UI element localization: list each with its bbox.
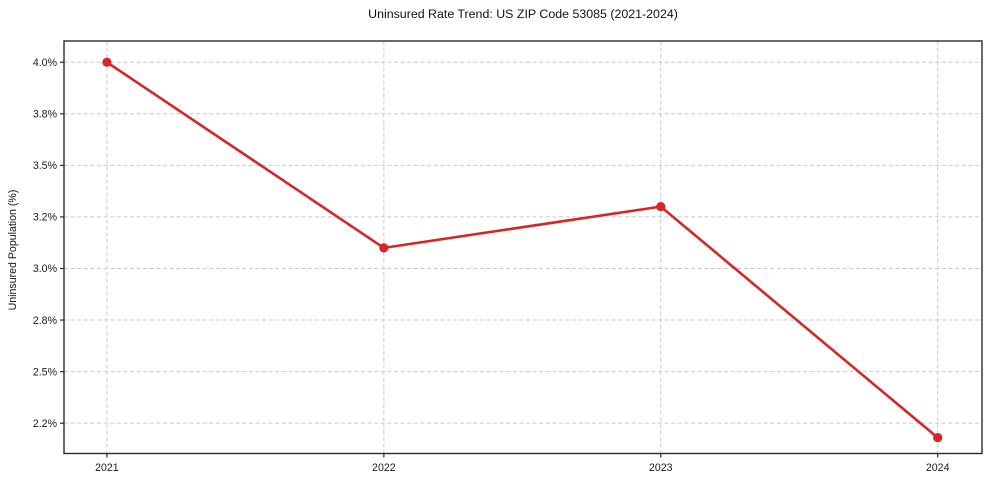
y-tick-label: 3.0%: [33, 263, 58, 275]
data-point-marker: [656, 202, 666, 212]
chart-title: Uninsured Rate Trend: US ZIP Code 53085 …: [368, 7, 678, 21]
y-tick-label: 3.8%: [33, 109, 58, 121]
y-tick-label: 2.8%: [33, 315, 58, 327]
data-point-marker: [379, 243, 389, 253]
x-tick-label: 2024: [926, 462, 950, 474]
trend-line: [105, 60, 939, 439]
y-tick-label: 4.0%: [33, 57, 58, 69]
data-point-marker: [102, 57, 112, 67]
y-tick-label: 3.5%: [33, 160, 58, 172]
x-tick-label: 2021: [95, 462, 119, 474]
y-tick-label: 2.5%: [33, 366, 58, 378]
y-tick-label: 2.2%: [33, 418, 58, 430]
y-tick-label: 3.2%: [33, 212, 58, 224]
x-tick-label: 2022: [372, 462, 396, 474]
data-point-marker: [933, 433, 943, 443]
x-tick-label: 2023: [649, 462, 673, 474]
plot-frame: [63, 40, 983, 455]
